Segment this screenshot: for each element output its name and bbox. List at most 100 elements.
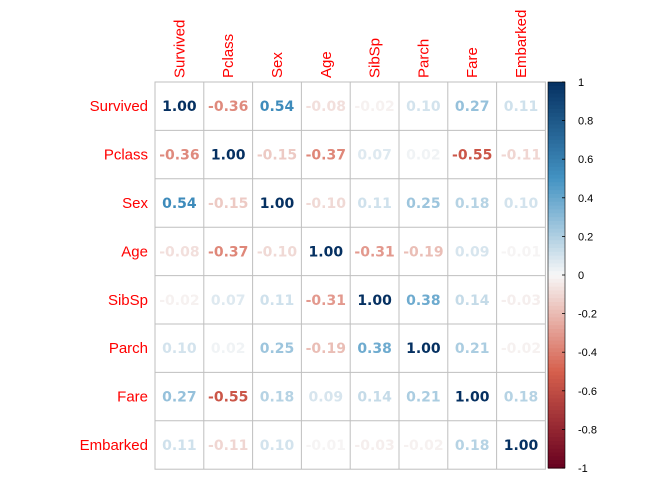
colorbar-segment [548, 456, 565, 461]
cell-embarked-embarked: 1.00 [504, 438, 539, 454]
colorbar-segment [548, 429, 565, 434]
cell-sibsp-sex: 0.11 [260, 293, 295, 309]
colorbar-segment [548, 390, 565, 396]
cell-sex-fare: 0.18 [455, 196, 490, 212]
label-layer: Survived Pclass Sex Age SibSp Parch Fare Embark… [80, 10, 530, 454]
cell-pclass-embarked: -0.11 [501, 148, 541, 164]
colorbar-segment [548, 413, 565, 419]
cell-sex-embarked: 0.10 [504, 196, 539, 212]
col-label-fare: Fare [464, 47, 481, 78]
cell-sibsp-parch: 0.38 [406, 293, 441, 309]
colorbar-segment [548, 402, 565, 407]
col-label-sibsp: SibSp [367, 38, 384, 78]
colorbar: 1 0.8 0.6 0.4 0.2 0 -0.2 -0.4 -0.6 -0.8 -1 [547, 77, 597, 475]
colorbar-segment [548, 128, 565, 133]
cell-sex-sex: 1.00 [260, 196, 295, 212]
cell-embarked-sibsp: -0.03 [354, 438, 394, 454]
colorbar-segment [548, 394, 565, 400]
colorbar-segment [548, 220, 565, 226]
row-label-sex: Sex [122, 195, 148, 212]
colorbar-tick-label: -0.6 [578, 386, 597, 398]
colorbar-segment [548, 151, 565, 156]
cell-sibsp-age: -0.31 [306, 293, 346, 309]
cell-sex-pclass: -0.15 [208, 196, 248, 212]
cell-parch-sex: 0.25 [260, 341, 295, 357]
colorbar-segment [548, 247, 565, 253]
colorbar-segment [548, 155, 565, 160]
colorbar-segment [548, 255, 565, 261]
colorbar-segment [548, 136, 565, 141]
row-label-age: Age [121, 243, 148, 260]
colorbar-segment [548, 298, 565, 303]
colorbar-segment [548, 143, 565, 149]
cell-parch-fare: 0.21 [455, 341, 490, 357]
colorbar-tick-label: -0.2 [578, 309, 597, 321]
colorbar-segment [548, 139, 565, 145]
colorbar-tick-label: 0 [578, 270, 584, 282]
colorbar-segment [548, 410, 565, 415]
colorbar-segment [548, 174, 565, 180]
col-label-age: Age [318, 51, 335, 78]
colorbar-segment [548, 332, 565, 338]
colorbar-segment [548, 205, 565, 210]
cell-embarked-fare: 0.18 [455, 438, 490, 454]
colorbar-segment [548, 386, 565, 392]
colorbar-segment [548, 294, 565, 299]
cell-survived-embarked: 0.11 [504, 99, 539, 115]
colorbar-segment [548, 383, 565, 388]
cell-sibsp-pclass: 0.07 [211, 293, 246, 309]
cell-fare-sex: 0.18 [260, 390, 295, 406]
colorbar-segment [548, 163, 565, 168]
colorbar-segment [548, 379, 565, 384]
cell-sibsp-sibsp: 1.00 [357, 293, 392, 309]
colorbar-segment [548, 209, 565, 214]
colorbar-tick-label: -0.4 [578, 347, 597, 359]
cell-age-pclass: -0.37 [208, 244, 248, 260]
colorbar-segment [548, 186, 565, 191]
cell-embarked-parch: -0.02 [403, 438, 443, 454]
cell-fare-survived: 0.27 [162, 390, 197, 406]
row-label-pclass: Pclass [104, 147, 148, 164]
cell-pclass-pclass: 1.00 [211, 148, 246, 164]
cell-sibsp-fare: 0.14 [455, 293, 490, 309]
cell-survived-pclass: -0.36 [208, 99, 248, 115]
cell-survived-age: -0.08 [306, 99, 346, 115]
colorbar-segment [548, 232, 565, 237]
colorbar-segment [548, 452, 565, 458]
colorbar-segment [548, 132, 565, 137]
colorbar-segment [548, 124, 565, 129]
row-label-fare: Fare [117, 389, 148, 406]
cell-survived-survived: 1.00 [162, 99, 197, 115]
cell-sex-parch: 0.25 [406, 196, 441, 212]
cell-age-survived: -0.08 [159, 244, 199, 260]
colorbar-segment [548, 236, 565, 241]
colorbar-segment [548, 97, 565, 102]
colorbar-segment [548, 275, 565, 280]
cell-pclass-parch: 0.02 [406, 148, 441, 164]
colorbar-segment [548, 352, 565, 357]
cell-sibsp-embarked: -0.03 [501, 293, 541, 309]
cell-age-parch: -0.19 [403, 244, 443, 260]
cell-embarked-age: -0.01 [306, 438, 346, 454]
cell-layer: 1.00 -0.36 0.54 -0.08 -0.02 0.10 0.27 0.11 -0.36… [159, 99, 541, 454]
colorbar-segment [548, 89, 565, 95]
colorbar-segment [548, 244, 565, 249]
cell-embarked-sex: 0.10 [260, 438, 295, 454]
colorbar-segment [548, 448, 565, 454]
colorbar-tick-label: 0.8 [578, 116, 593, 128]
colorbar-segment [548, 425, 565, 430]
colorbar-segment [548, 363, 565, 369]
colorbar-segment [548, 224, 565, 230]
colorbar-segment [548, 259, 565, 265]
colorbar-segment [548, 213, 565, 218]
colorbar-segment [548, 406, 565, 411]
colorbar-segment [548, 321, 565, 326]
colorbar-segment [548, 101, 565, 106]
colorbar-segment [548, 170, 565, 176]
cell-fare-sibsp: 0.14 [357, 390, 392, 406]
colorbar-segment [548, 82, 565, 87]
cell-sex-survived: 0.54 [162, 196, 197, 212]
row-label-sibsp: SibSp [108, 292, 148, 309]
cell-pclass-fare: -0.55 [452, 148, 492, 164]
